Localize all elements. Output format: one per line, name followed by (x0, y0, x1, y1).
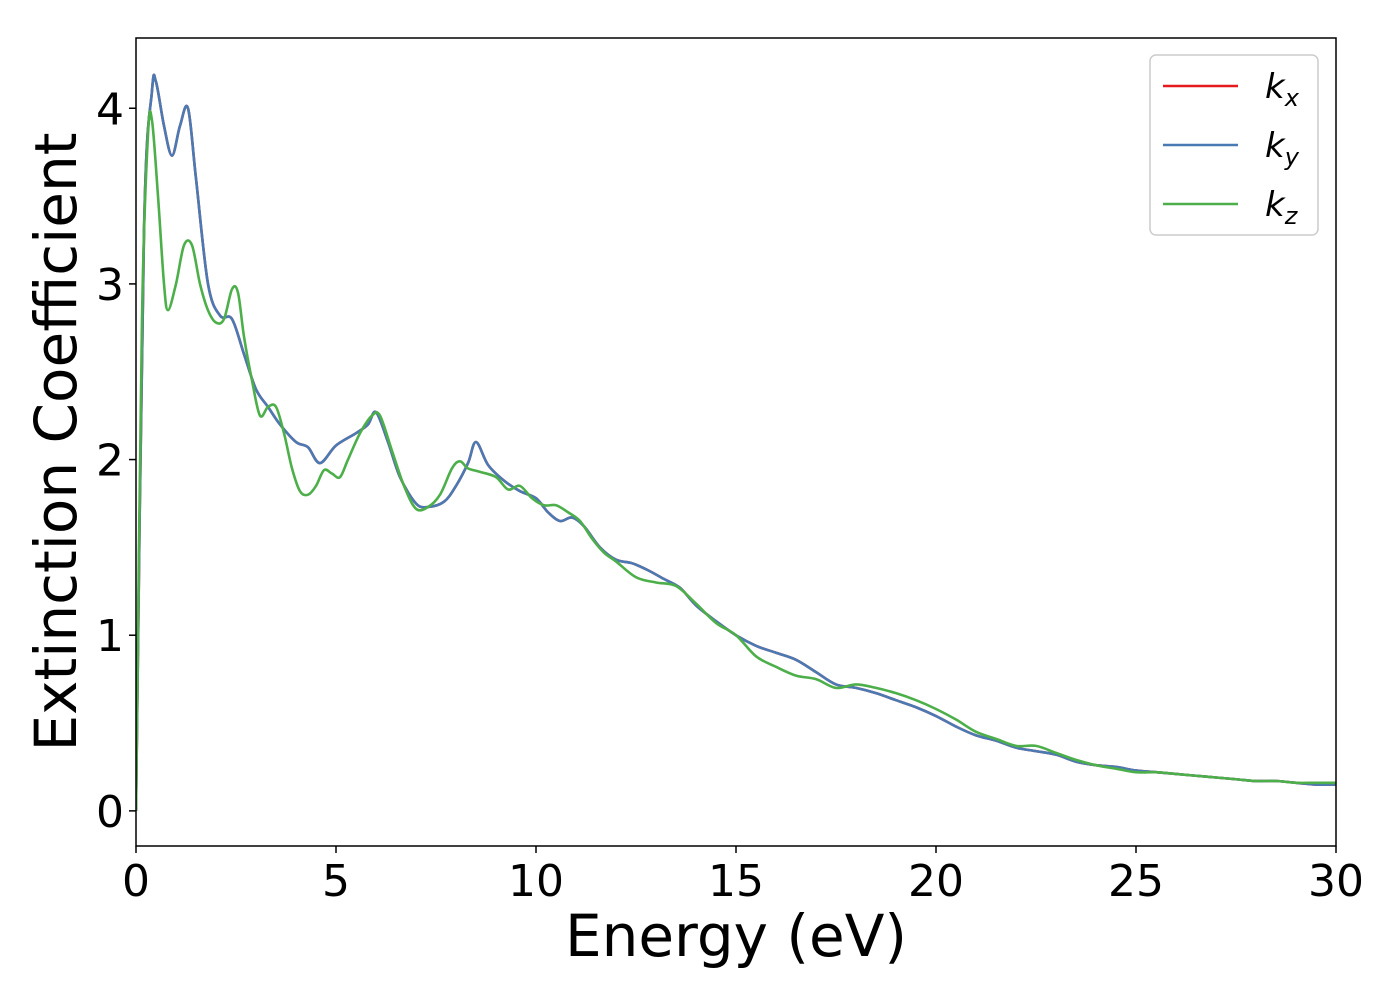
legend-label-sub: x (1284, 84, 1300, 112)
x-tick-label: 20 (908, 856, 964, 907)
series-line-k-z (136, 110, 1336, 811)
legend-label-base: k (1265, 67, 1286, 107)
series-line-k-y (136, 73, 1336, 811)
x-tick-label: 25 (1108, 856, 1164, 907)
x-axis-label: Energy (eV) (565, 902, 907, 970)
y-tick-label: 2 (96, 436, 124, 487)
x-tick-label: 30 (1308, 856, 1364, 907)
legend-label: kz (1265, 185, 1299, 230)
legend-label-base: k (1265, 126, 1286, 166)
x-tick-label: 10 (508, 856, 564, 907)
y-tick-label: 0 (96, 787, 124, 838)
x-tick-label: 15 (708, 856, 764, 907)
y-tick-label: 1 (96, 611, 124, 662)
y-axis-ticks: 0 1 2 3 4 (96, 84, 136, 838)
y-tick-label: 3 (96, 260, 124, 311)
y-tick-label: 4 (96, 84, 124, 135)
legend-label: ky (1265, 126, 1300, 171)
legend-label-sub: y (1284, 143, 1300, 171)
x-tick-label: 0 (122, 856, 150, 907)
series-layer (136, 73, 1336, 811)
legend-label-sub: z (1284, 202, 1299, 230)
legend-label: kx (1265, 67, 1300, 112)
legend-label-base: k (1265, 185, 1286, 225)
x-axis-ticks: 0 5 10 15 20 25 30 (122, 846, 1364, 907)
x-tick-label: 5 (322, 856, 350, 907)
y-axis-label: Extinction Coefficient (22, 133, 90, 752)
